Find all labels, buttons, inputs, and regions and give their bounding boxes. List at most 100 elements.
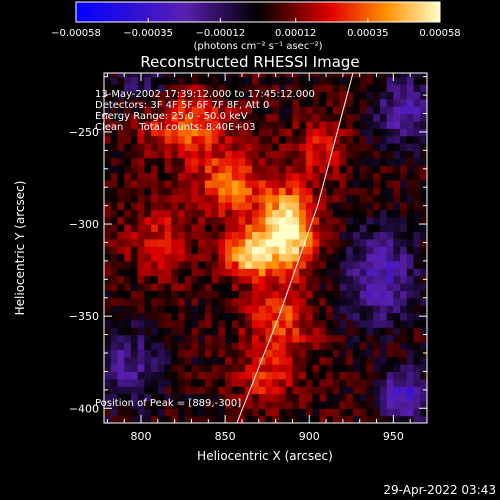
heatmap-pixel bbox=[198, 172, 206, 181]
heatmap-pixel bbox=[151, 364, 159, 373]
heatmap-pixel bbox=[352, 341, 361, 350]
heatmap-pixel bbox=[157, 260, 166, 269]
heatmap-pixel bbox=[191, 216, 199, 225]
heatmap-pixel bbox=[245, 187, 253, 196]
heatmap-pixel bbox=[312, 364, 320, 373]
heatmap-pixel bbox=[319, 386, 327, 395]
heatmap-pixel bbox=[319, 378, 327, 387]
heatmap-pixel bbox=[204, 312, 213, 321]
heatmap-pixel bbox=[339, 120, 347, 129]
heatmap-pixel bbox=[171, 341, 179, 350]
heatmap-pixel bbox=[379, 246, 388, 255]
heatmap-pixel bbox=[305, 356, 314, 365]
heatmap-pixel bbox=[225, 305, 233, 314]
heatmap-pixel bbox=[305, 143, 314, 151]
heatmap-pixel bbox=[285, 201, 294, 210]
heatmap-pixel bbox=[319, 216, 327, 225]
heatmap-pixel bbox=[406, 231, 415, 240]
heatmap-pixel bbox=[359, 143, 368, 151]
heatmap-pixel bbox=[400, 194, 408, 203]
heatmap-pixel bbox=[292, 179, 300, 188]
heatmap-pixel bbox=[211, 246, 219, 255]
heatmap-pixel bbox=[299, 194, 307, 203]
heatmap-pixel bbox=[124, 349, 132, 358]
heatmap-pixel bbox=[352, 334, 361, 343]
heatmap-pixel bbox=[393, 238, 401, 247]
heatmap-pixel bbox=[211, 415, 219, 423]
heatmap-pixel bbox=[198, 253, 206, 262]
heatmap-pixel bbox=[225, 312, 233, 321]
heatmap-pixel bbox=[292, 238, 300, 247]
heatmap-pixel bbox=[124, 84, 132, 93]
heatmap-pixel bbox=[151, 408, 159, 417]
heatmap-pixel bbox=[332, 268, 341, 277]
heatmap-pixel bbox=[245, 260, 253, 269]
heatmap-pixel bbox=[171, 283, 179, 291]
heatmap-pixel bbox=[104, 341, 112, 350]
heatmap-pixel bbox=[218, 253, 226, 262]
heatmap-pixel bbox=[346, 98, 354, 107]
heatmap-pixel bbox=[178, 135, 186, 144]
heatmap-pixel bbox=[332, 209, 341, 218]
heatmap-pixel bbox=[171, 179, 179, 188]
heatmap-pixel bbox=[400, 172, 408, 181]
heatmap-pixel bbox=[198, 201, 206, 210]
heatmap-pixel bbox=[117, 349, 125, 358]
heatmap-pixel bbox=[144, 356, 152, 365]
heatmap-pixel bbox=[137, 135, 145, 144]
info-line-3: Energy Range: 25.0 - 50.0 keV bbox=[95, 111, 248, 122]
heatmap-pixel bbox=[110, 253, 119, 262]
heatmap-pixel bbox=[117, 275, 125, 284]
heatmap-pixel bbox=[373, 349, 381, 358]
heatmap-pixel bbox=[110, 128, 119, 137]
heatmap-pixel bbox=[285, 290, 294, 299]
heatmap-pixel bbox=[305, 209, 314, 218]
heatmap-pixel bbox=[191, 73, 199, 78]
heatmap-pixel bbox=[406, 260, 415, 269]
x-tick-label: 900 bbox=[299, 430, 320, 443]
heatmap-pixel bbox=[252, 283, 260, 291]
heatmap-pixel bbox=[204, 253, 213, 262]
heatmap-pixel bbox=[272, 76, 280, 85]
heatmap-pixel bbox=[379, 150, 388, 159]
heatmap-pixel bbox=[157, 120, 166, 129]
heatmap-pixel bbox=[130, 238, 139, 247]
heatmap-pixel bbox=[413, 172, 421, 181]
heatmap-pixel bbox=[386, 290, 394, 299]
heatmap-pixel bbox=[393, 378, 401, 387]
heatmap-pixel bbox=[272, 98, 280, 107]
heatmap-pixel bbox=[204, 371, 213, 380]
heatmap-pixel bbox=[204, 98, 213, 107]
heatmap-pixel bbox=[346, 143, 354, 151]
heatmap-pixel bbox=[312, 415, 320, 423]
heatmap-pixel bbox=[110, 275, 119, 284]
heatmap-pixel bbox=[332, 341, 341, 350]
heatmap-pixel bbox=[312, 312, 320, 321]
heatmap-pixel bbox=[278, 120, 287, 129]
heatmap-pixel bbox=[319, 290, 327, 299]
heatmap-pixel bbox=[366, 297, 374, 306]
heatmap-pixel bbox=[130, 231, 139, 240]
heatmap-pixel bbox=[299, 393, 307, 402]
heatmap-pixel bbox=[218, 172, 226, 181]
heatmap-pixel bbox=[292, 283, 300, 291]
heatmap-pixel bbox=[184, 283, 193, 291]
heatmap-pixel bbox=[406, 106, 415, 115]
heatmap-pixel bbox=[386, 341, 394, 350]
heatmap-pixel bbox=[104, 246, 112, 255]
heatmap-pixel bbox=[151, 297, 159, 306]
heatmap-pixel bbox=[413, 290, 421, 299]
heatmap-pixel bbox=[258, 305, 267, 314]
heatmap-pixel bbox=[326, 319, 334, 328]
heatmap-pixel bbox=[285, 120, 294, 129]
heatmap-pixel bbox=[245, 98, 253, 107]
heatmap-pixel bbox=[352, 312, 361, 321]
heatmap-pixel bbox=[245, 165, 253, 174]
heatmap-pixel bbox=[359, 312, 368, 321]
heatmap-pixel bbox=[319, 319, 327, 328]
heatmap-pixel bbox=[278, 172, 287, 181]
heatmap-pixel bbox=[258, 216, 267, 225]
heatmap-pixel bbox=[346, 364, 354, 373]
heatmap-pixel bbox=[352, 172, 361, 181]
heatmap-pixel bbox=[104, 400, 112, 409]
